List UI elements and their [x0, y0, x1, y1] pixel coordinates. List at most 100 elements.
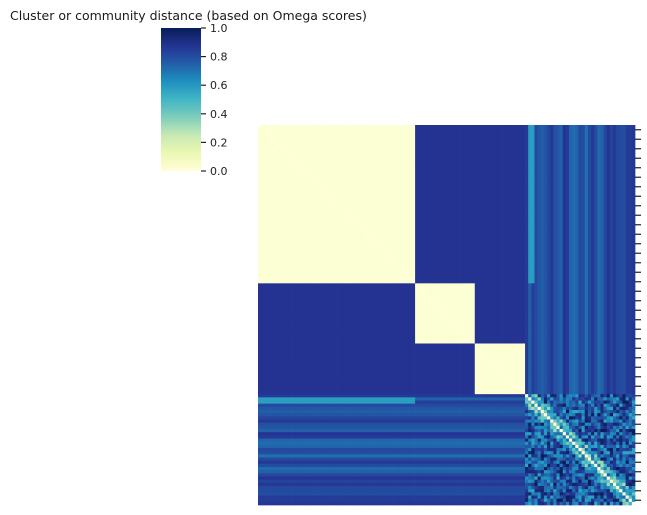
heatmap-cell — [383, 128, 388, 132]
heatmap-cell — [424, 235, 428, 240]
heatmap-cell — [449, 220, 454, 224]
heatmap-cell — [528, 197, 532, 202]
heatmap-cell — [283, 242, 287, 246]
heatmap-cell — [616, 216, 620, 221]
heatmap-cell — [380, 163, 385, 167]
heatmap-cell — [581, 223, 586, 227]
heatmap-cell — [327, 188, 331, 192]
heatmap-cell — [427, 220, 432, 224]
heatmap-cell — [496, 172, 501, 177]
heatmap-cell — [603, 191, 608, 196]
heatmap-cell — [534, 191, 538, 196]
heatmap-cell — [613, 150, 617, 154]
heatmap-cell — [427, 235, 432, 240]
heatmap-cell — [543, 156, 548, 161]
heatmap-cell — [515, 131, 520, 135]
heatmap-cell — [572, 232, 576, 237]
heatmap-cell — [349, 178, 353, 183]
heatmap-cell — [374, 242, 378, 246]
heatmap-cell — [449, 156, 454, 161]
heatmap-cell — [427, 166, 432, 170]
heatmap-cell — [578, 204, 582, 208]
heatmap-cell — [631, 137, 636, 142]
heatmap-cell — [487, 191, 491, 196]
heatmap-cell — [264, 137, 268, 142]
heatmap-cell — [556, 144, 560, 148]
heatmap-cell — [433, 125, 438, 129]
heatmap-cell — [361, 229, 366, 234]
heatmap-cell — [465, 182, 469, 186]
heatmap-cell — [559, 150, 564, 154]
heatmap-cell — [311, 242, 315, 246]
heatmap-cell — [603, 229, 608, 234]
heatmap-cell — [437, 194, 441, 199]
heatmap-cell — [367, 178, 372, 183]
heatmap-cell — [550, 178, 554, 183]
heatmap-cell — [531, 191, 535, 196]
heatmap-cell — [525, 220, 529, 224]
heatmap-cell — [380, 197, 385, 202]
heatmap-cell — [264, 163, 268, 167]
heatmap-cell — [361, 251, 366, 256]
heatmap-cell — [405, 140, 410, 145]
heatmap-cell — [468, 140, 472, 145]
heatmap-cell — [481, 216, 485, 221]
heatmap-cell — [371, 220, 375, 224]
heatmap-cell — [292, 242, 297, 246]
heatmap-cell — [490, 182, 494, 186]
heatmap-cell — [327, 248, 331, 253]
heatmap-cell — [305, 235, 309, 240]
heatmap-cell — [352, 223, 356, 227]
heatmap-cell — [389, 223, 394, 227]
heatmap-cell — [352, 235, 356, 240]
heatmap-cell — [484, 185, 488, 189]
heatmap-cell — [446, 245, 450, 249]
heatmap-cell — [559, 226, 564, 230]
heatmap-cell — [631, 223, 636, 227]
heatmap-cell — [587, 147, 592, 151]
heatmap-cell — [509, 191, 513, 196]
heatmap-cell — [452, 235, 457, 240]
heatmap-cell — [477, 204, 482, 208]
heatmap-cell — [449, 242, 454, 246]
heatmap-cell — [352, 254, 356, 259]
heatmap-cell — [452, 163, 457, 167]
heatmap-cell — [258, 248, 262, 253]
heatmap-cell — [289, 251, 293, 256]
heatmap-cell — [367, 207, 372, 211]
heatmap-cell — [562, 223, 567, 227]
heatmap-cell — [534, 144, 538, 148]
heatmap-cell — [399, 178, 403, 183]
heatmap-cell — [258, 245, 262, 249]
heatmap-cell — [433, 232, 438, 237]
heatmap-cell — [553, 175, 557, 180]
heatmap-cell — [613, 134, 617, 139]
heatmap-cell — [349, 239, 353, 243]
heatmap-cell — [613, 242, 617, 246]
heatmap-cell — [537, 220, 542, 224]
heatmap-cell — [525, 226, 529, 230]
heatmap-cell — [361, 137, 366, 142]
heatmap-cell — [317, 182, 322, 186]
heatmap-cell — [377, 131, 381, 135]
heatmap-cell — [594, 235, 598, 240]
heatmap-cell — [330, 128, 334, 132]
heatmap-cell — [509, 235, 513, 240]
heatmap-cell — [355, 166, 359, 170]
heatmap-cell — [518, 175, 523, 180]
heatmap-cell — [405, 172, 410, 177]
heatmap-cell — [587, 156, 592, 161]
heatmap-cell — [333, 254, 337, 259]
heatmap-cell — [515, 235, 520, 240]
heatmap-cell — [323, 128, 328, 132]
heatmap-cell — [446, 128, 450, 132]
heatmap-cell — [270, 229, 275, 234]
heatmap-cell — [377, 182, 381, 186]
heatmap-cell — [430, 245, 435, 249]
heatmap-cell — [258, 210, 262, 215]
heatmap-cell — [411, 245, 416, 249]
heatmap-cell — [311, 144, 315, 148]
heatmap-cell — [443, 185, 447, 189]
heatmap-cell — [349, 191, 353, 196]
heatmap-cell — [283, 213, 287, 218]
